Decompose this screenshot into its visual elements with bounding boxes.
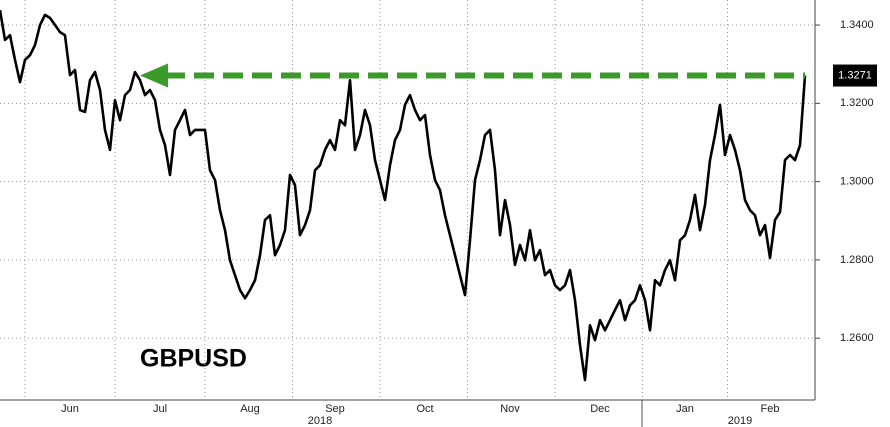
y-tick-label: 1.3200	[840, 97, 874, 109]
x-tick-label: Sep	[325, 403, 345, 415]
last-value-box	[833, 64, 877, 87]
y-tick-label: 1.3000	[840, 176, 874, 188]
x-tick-label: Jun	[61, 403, 79, 415]
series-label: GBPUSD	[140, 345, 247, 373]
x-tick-label: Jul	[153, 403, 167, 415]
x-tick-label: Dec	[590, 403, 610, 415]
arrow-head	[140, 63, 168, 88]
x-year-label: 2019	[728, 415, 752, 427]
last-value-label: 1.3271	[838, 69, 872, 81]
x-year-label: 2018	[308, 415, 332, 427]
x-tick-label: Aug	[240, 403, 260, 415]
x-tick-label: Nov	[500, 403, 520, 415]
x-tick-label: Jan	[676, 403, 694, 415]
y-tick-label: 1.2800	[840, 254, 874, 266]
y-tick-label: 1.2600	[840, 332, 874, 344]
x-tick-label: Oct	[416, 403, 433, 415]
y-tick-label: 1.3400	[840, 19, 874, 31]
x-tick-label: Feb	[761, 403, 780, 415]
price-line	[0, 9, 807, 382]
